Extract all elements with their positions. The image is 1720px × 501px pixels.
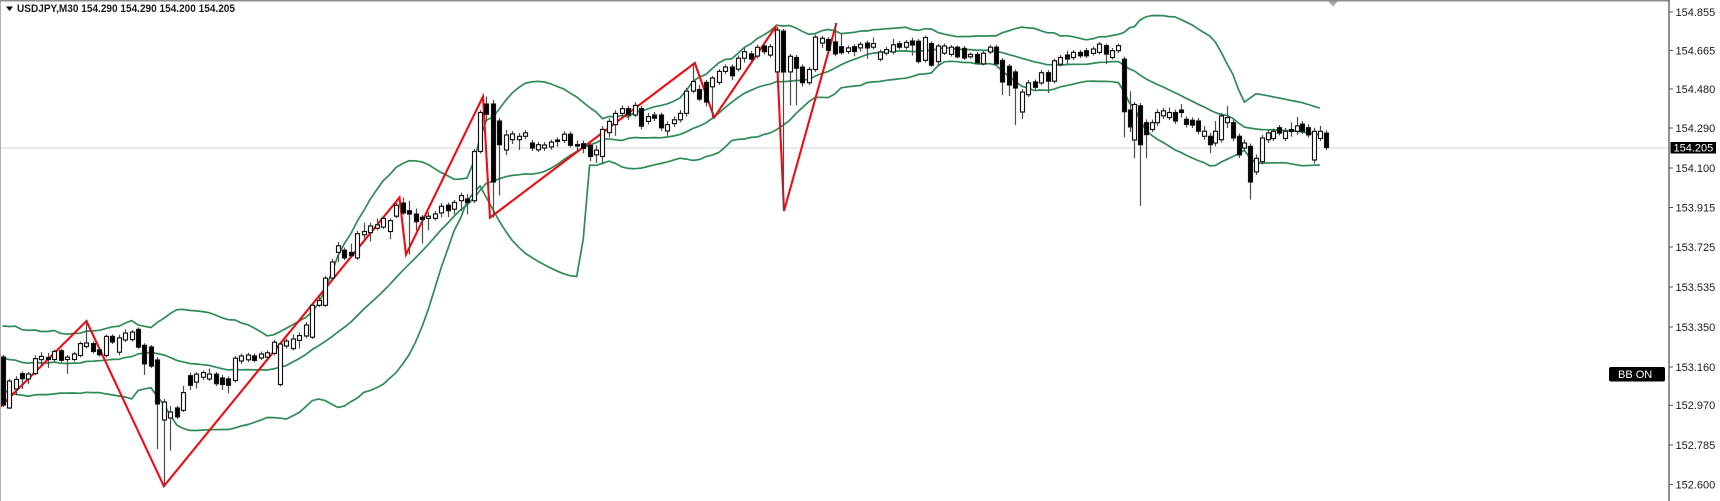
svg-text:USDJPY,M30 154.290 154.290 15: USDJPY,M30 154.290 154.290 154.200 154.2… <box>17 3 235 15</box>
svg-text:152.785: 152.785 <box>1676 440 1716 452</box>
svg-text:BB ON: BB ON <box>1618 369 1652 381</box>
svg-text:152.970: 152.970 <box>1676 400 1716 412</box>
svg-text:154.855: 154.855 <box>1676 7 1716 19</box>
svg-text:153.535: 153.535 <box>1676 282 1716 294</box>
svg-text:154.480: 154.480 <box>1676 84 1716 96</box>
svg-text:154.100: 154.100 <box>1676 163 1716 175</box>
svg-text:153.350: 153.350 <box>1676 322 1716 334</box>
svg-text:154.290: 154.290 <box>1676 123 1716 135</box>
svg-text:153.725: 153.725 <box>1676 242 1716 254</box>
svg-text:153.160: 153.160 <box>1676 362 1716 374</box>
svg-text:153.915: 153.915 <box>1676 202 1716 214</box>
svg-text:154.665: 154.665 <box>1676 45 1716 57</box>
svg-text:152.600: 152.600 <box>1676 479 1716 491</box>
svg-text:154.205: 154.205 <box>1674 143 1714 155</box>
